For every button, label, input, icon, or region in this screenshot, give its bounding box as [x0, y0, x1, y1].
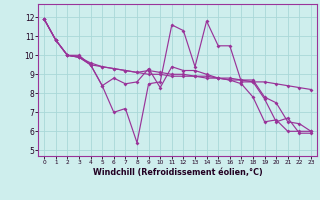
X-axis label: Windchill (Refroidissement éolien,°C): Windchill (Refroidissement éolien,°C) — [93, 168, 262, 177]
